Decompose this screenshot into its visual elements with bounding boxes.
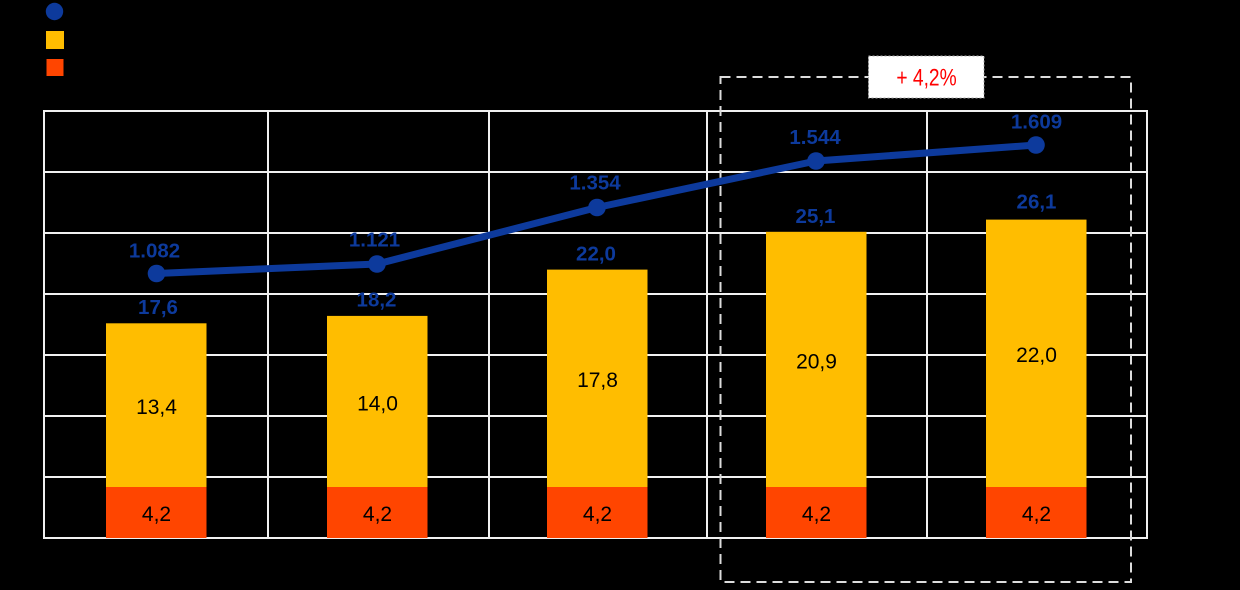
svg-text:22,0: 22,0 xyxy=(1016,344,1057,367)
svg-text:22,0: 22,0 xyxy=(576,242,616,265)
svg-text:17,6: 17,6 xyxy=(138,296,178,319)
svg-text:1.354: 1.354 xyxy=(569,172,621,195)
svg-text:+ 4,2%: + 4,2% xyxy=(896,63,956,91)
svg-text:25,1: 25,1 xyxy=(796,205,836,228)
svg-text:4,2: 4,2 xyxy=(142,503,171,526)
svg-text:1.544: 1.544 xyxy=(789,126,841,149)
svg-text:4,2: 4,2 xyxy=(363,503,392,526)
svg-text:1.082: 1.082 xyxy=(129,239,180,262)
svg-text:17,8: 17,8 xyxy=(577,369,618,392)
svg-text:1.609: 1.609 xyxy=(1011,110,1062,133)
svg-text:4,2: 4,2 xyxy=(1022,503,1051,526)
svg-text:13,4: 13,4 xyxy=(136,396,177,419)
svg-text:4,2: 4,2 xyxy=(583,503,612,526)
svg-text:14,0: 14,0 xyxy=(357,393,398,416)
svg-text:4,2: 4,2 xyxy=(802,503,831,526)
svg-text:1.121: 1.121 xyxy=(349,229,400,252)
svg-text:18,2: 18,2 xyxy=(357,289,397,312)
svg-text:26,1: 26,1 xyxy=(1017,190,1057,213)
svg-text:20,9: 20,9 xyxy=(796,350,837,373)
